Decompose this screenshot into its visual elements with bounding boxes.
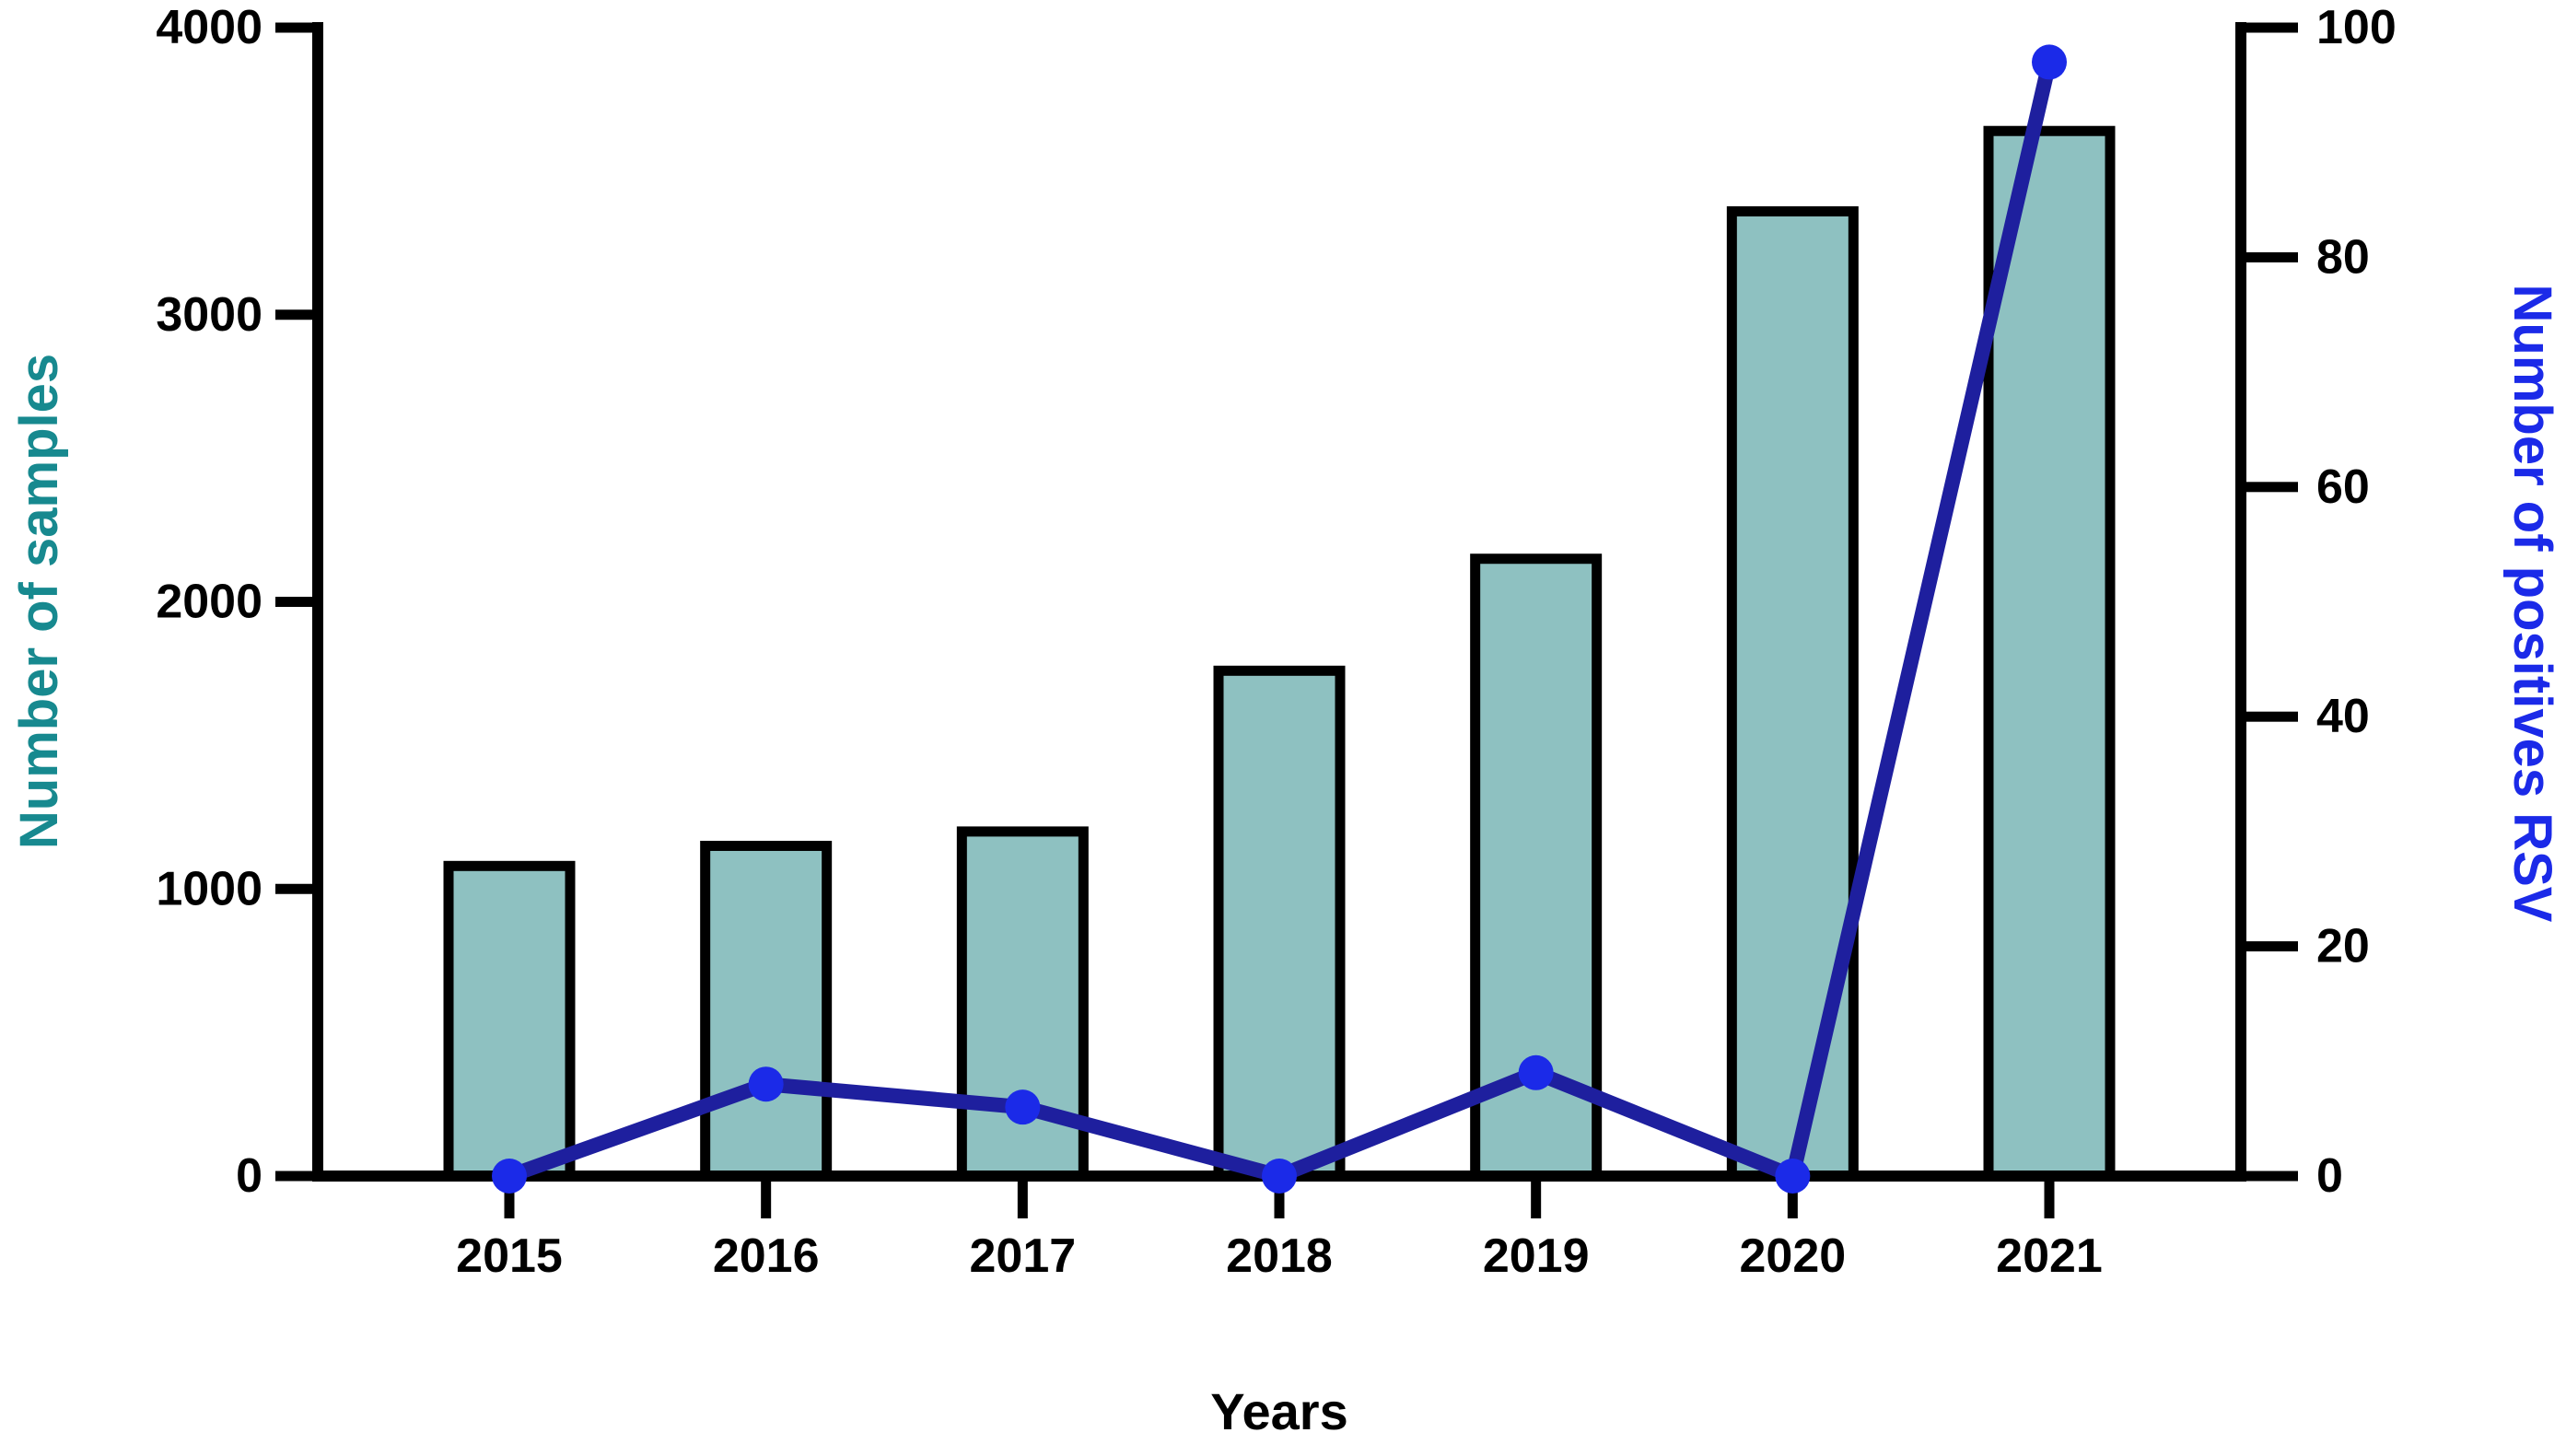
x-tick-2015 [504,1182,515,1218]
marker-2016 [748,1066,784,1102]
right-tick [2246,251,2298,262]
marker-2018 [1262,1159,1297,1194]
bar-2015 [443,860,576,1182]
left-tick-label: 0 [236,1149,262,1203]
x-tick-label-2019: 2019 [1483,1229,1590,1283]
left-tick [275,309,312,320]
x-tick-2017 [1017,1182,1028,1218]
marker-2017 [1005,1089,1041,1125]
x-tick-label-2021: 2021 [1996,1229,2103,1283]
x-tick-2021 [2044,1182,2055,1218]
right-tick-label: 80 [2316,230,2370,284]
bar-2020 [1726,206,1859,1182]
right-tick-label: 0 [2316,1149,2343,1203]
bar-2021 [1983,125,2116,1182]
marker-2019 [1518,1054,1554,1090]
x-tick-label-2016: 2016 [713,1229,820,1283]
right-axis-ticks: 0 20 40 60 80 100 [2246,1,2397,1203]
right-tick [2246,941,2298,952]
left-tick-label: 4000 [156,1,262,54]
bar-2018 [1213,665,1346,1182]
x-tick-2020 [1787,1182,1798,1218]
x-axis-title: Years [1210,1382,1348,1440]
bar-2016 [700,840,833,1182]
line-series [492,44,2067,1194]
marker-2020 [1775,1159,1811,1194]
marker-2021 [2032,44,2067,80]
right-tick-label: 60 [2316,460,2370,514]
x-tick-label-2020: 2020 [1739,1229,1846,1283]
left-axis-title: Number of samples [9,354,69,849]
right-axis-title: Number of positives RSV [2502,285,2562,923]
right-axis-line [2235,22,2246,1182]
right-tick-label: 20 [2316,920,2370,973]
x-tick-2018 [1274,1182,1285,1218]
x-axis-ticks: 2015 2016 2017 2018 2019 2020 2021 [456,1182,2103,1283]
left-axis-line [312,22,323,1182]
right-tick-label: 100 [2316,1,2397,54]
left-tick [275,1171,312,1182]
bar-series [443,125,2116,1182]
left-tick [275,883,312,894]
x-tick-2019 [1531,1182,1542,1218]
left-tick-label: 1000 [156,862,262,915]
right-tick [2246,482,2298,493]
right-tick [2246,22,2298,33]
right-tick-label: 40 [2316,690,2370,743]
left-tick-label: 3000 [156,288,262,342]
right-tick [2246,1171,2298,1182]
left-tick-label: 2000 [156,576,262,629]
x-tick-label-2018: 2018 [1226,1229,1333,1283]
marker-2015 [492,1159,527,1194]
x-tick-2016 [761,1182,772,1218]
x-tick-label-2017: 2017 [969,1229,1076,1283]
x-tick-label-2015: 2015 [456,1229,563,1283]
right-tick [2246,711,2298,722]
left-axis-ticks: 0 1000 2000 3000 4000 [156,1,312,1203]
left-tick [275,597,312,607]
left-tick [275,22,312,33]
